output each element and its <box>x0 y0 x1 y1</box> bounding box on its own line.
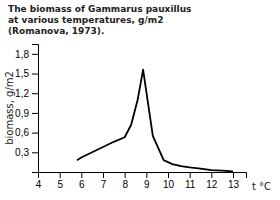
x-tick-mark <box>211 172 212 178</box>
title-line: at various temperatures, g/m2 <box>8 15 163 25</box>
x-tick-mark <box>168 172 169 178</box>
y-tick-label: 0,3 <box>15 147 29 158</box>
y-tick-label: 0,9 <box>15 108 29 119</box>
x-tick: 6 <box>79 172 85 190</box>
y-tick: 1,5 <box>15 68 38 79</box>
x-tick-label: 4 <box>36 179 42 190</box>
y-tick-mark <box>32 54 38 55</box>
x-tick: 11 <box>185 172 196 190</box>
y-tick-label: 0,6 <box>15 127 29 138</box>
title: The biomass of Gammarus pauxillusat vari… <box>8 4 191 36</box>
y-tick-mark <box>32 93 38 94</box>
y-tick-label: 1,8 <box>15 49 29 60</box>
y-tick-label: 1,5 <box>15 68 29 79</box>
x-tick: 8 <box>122 172 128 190</box>
x-tick: 7 <box>101 172 107 190</box>
x-tick: 12 <box>206 172 218 190</box>
plot: 4 5 6 7 8 9 10 11 12 13 0,3 0,6 0,9 1,2 1,5 1,8 <box>15 45 246 191</box>
x-tick-label: 8 <box>122 179 128 190</box>
x-tick-mark <box>190 172 191 178</box>
y-tick-mark <box>32 74 38 75</box>
y-tick-mark <box>32 113 38 114</box>
x-axis-line <box>39 173 247 179</box>
x-tick: 10 <box>163 172 175 190</box>
x-tick-label: 6 <box>79 179 85 190</box>
y-tick: 1,8 <box>15 49 38 60</box>
x-tick-label: 9 <box>144 179 150 190</box>
x-axis-label: t °C <box>252 181 271 192</box>
y-tick: 0,9 <box>15 108 38 119</box>
x-tick-label: 11 <box>185 179 196 190</box>
title-line: The biomass of Gammarus pauxillus <box>8 4 191 14</box>
x-tick-mark <box>103 172 104 178</box>
y-axis-label: biomass, g/m2 <box>4 71 15 145</box>
x-tick-mark <box>60 172 61 178</box>
x-tick-mark <box>146 172 147 178</box>
y-tick-label: 1,2 <box>15 88 29 99</box>
marks <box>77 70 233 172</box>
x-tick-mark <box>233 172 234 178</box>
chart: The biomass of Gammarus pauxillusat vari… <box>0 0 280 200</box>
x-tick-label: 7 <box>101 179 107 190</box>
x-tick-label: 5 <box>57 179 63 190</box>
x-tick-label: 13 <box>228 179 240 190</box>
x-tick-mark <box>125 172 126 178</box>
title-line: (Romanova, 1973). <box>8 26 104 36</box>
x-tick-label: 10 <box>163 179 175 190</box>
x-axis: 4 5 6 7 8 9 10 11 12 13 <box>36 172 247 190</box>
y-axis: 0,3 0,6 0,9 1,2 1,5 1,8 <box>15 45 38 173</box>
x-tick: 13 <box>228 172 240 190</box>
line <box>77 70 233 172</box>
y-tick: 1,2 <box>15 88 38 99</box>
y-tick: 0,6 <box>15 127 38 138</box>
x-tick: 9 <box>144 172 150 190</box>
x-tick: 5 <box>57 172 63 190</box>
y-axis-line <box>32 45 39 173</box>
y-tick: 0,3 <box>15 147 38 158</box>
x-tick-mark <box>81 172 82 178</box>
y-tick-mark <box>32 133 38 134</box>
y-tick-mark <box>32 152 38 153</box>
x-tick: 4 <box>36 172 42 190</box>
x-tick-label: 12 <box>206 179 218 190</box>
